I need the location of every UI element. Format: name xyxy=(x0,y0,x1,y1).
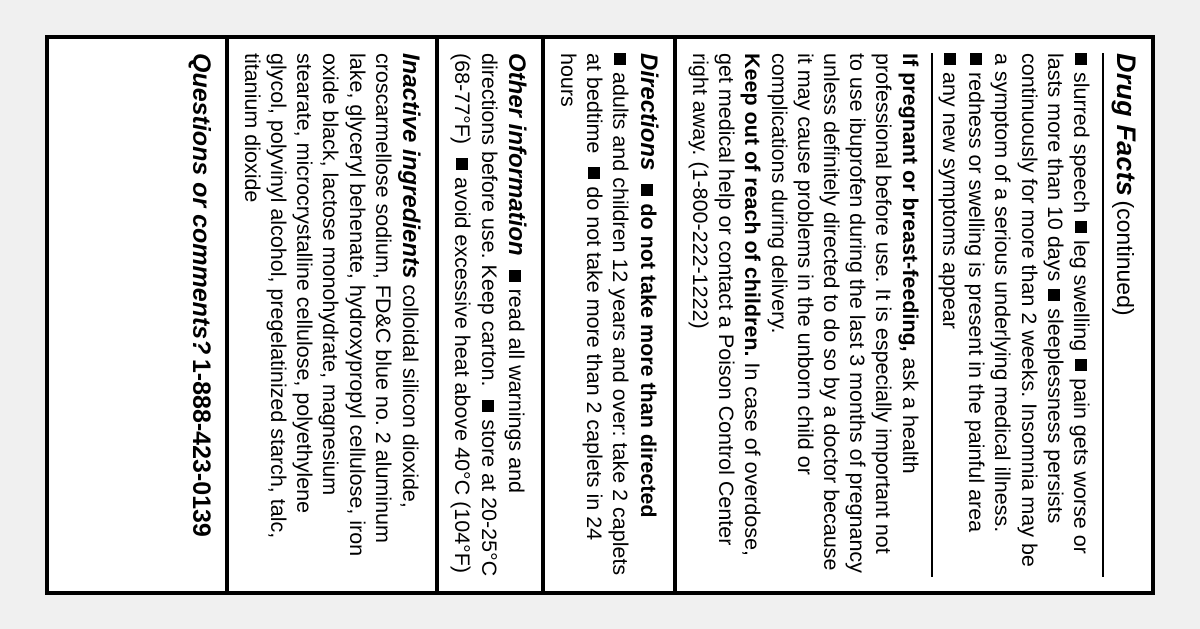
section-questions: Questions or comments? 1-888-423-0139 xyxy=(176,39,225,591)
title-underline xyxy=(1102,53,1104,577)
bullet-icon xyxy=(509,269,521,281)
bullet-icon xyxy=(482,400,494,412)
section-other-info: Other information read all warnings and … xyxy=(435,39,541,591)
drug-facts-label: Drug Facts (continued) slurred speech le… xyxy=(45,35,1155,595)
directions-do-not: do not take more than directed xyxy=(636,203,660,517)
questions-heading: Questions or comments? xyxy=(187,53,215,354)
other-info-block: Other information read all warnings and … xyxy=(449,53,531,577)
bullet-icon xyxy=(1075,359,1087,371)
bullet-icon xyxy=(1075,53,1087,65)
other-info-bullet: avoid excessive heat above 40°C (104°F) xyxy=(450,177,474,573)
panel-title-row: Drug Facts (continued) xyxy=(1110,53,1141,577)
other-info-heading: Other information xyxy=(503,53,530,256)
pregnant-bold: If pregnant or breast-feeding, xyxy=(898,53,922,352)
pregnant-warning: If pregnant or breast-feeding, ask a hea… xyxy=(765,53,922,577)
directions-heading: Directions xyxy=(635,53,662,170)
keep-out-warning: Keep out of reach of children. In case o… xyxy=(687,53,766,577)
warning-bullet: slurred speech xyxy=(1069,72,1093,213)
warning-bullet: redness or swelling is present in the pa… xyxy=(964,72,988,532)
bullet-icon xyxy=(1075,221,1087,233)
bullet-icon xyxy=(614,53,626,65)
bullet-icon xyxy=(641,184,653,196)
bullet-icon xyxy=(456,158,468,170)
warning-bullet: any new symptoms appear xyxy=(938,72,962,329)
panel-title-continued: (continued) xyxy=(1112,200,1138,315)
bullet-icon xyxy=(944,53,956,65)
image-stage: Drug Facts (continued) slurred speech le… xyxy=(0,0,1200,629)
panel-title: Drug Facts xyxy=(1111,53,1141,196)
section-warnings-continued: Drug Facts (continued) slurred speech le… xyxy=(673,39,1151,591)
warning-bullet: leg swelling xyxy=(1069,240,1093,351)
section-directions: Directions do not take more than directe… xyxy=(541,39,673,591)
thin-rule xyxy=(931,53,933,577)
section-inactive-ingredients: Inactive ingredients colloidal silicon d… xyxy=(225,39,436,591)
bullet-icon xyxy=(1048,289,1060,301)
inactive-block: Inactive ingredients colloidal silicon d… xyxy=(239,53,426,577)
inactive-list: colloidal silicon dioxide, croscarmellos… xyxy=(240,53,422,556)
warnings-block: slurred speech leg swelling pain gets wo… xyxy=(937,53,1094,577)
inactive-heading: Inactive ingredients xyxy=(397,53,424,278)
questions-phone: 1-888-423-0139 xyxy=(187,358,215,536)
bullet-icon xyxy=(588,167,600,179)
directions-block: Directions do not take more than directe… xyxy=(555,53,663,577)
keep-out-bold: Keep out of reach of children. xyxy=(740,53,764,356)
bullet-icon xyxy=(970,53,982,65)
